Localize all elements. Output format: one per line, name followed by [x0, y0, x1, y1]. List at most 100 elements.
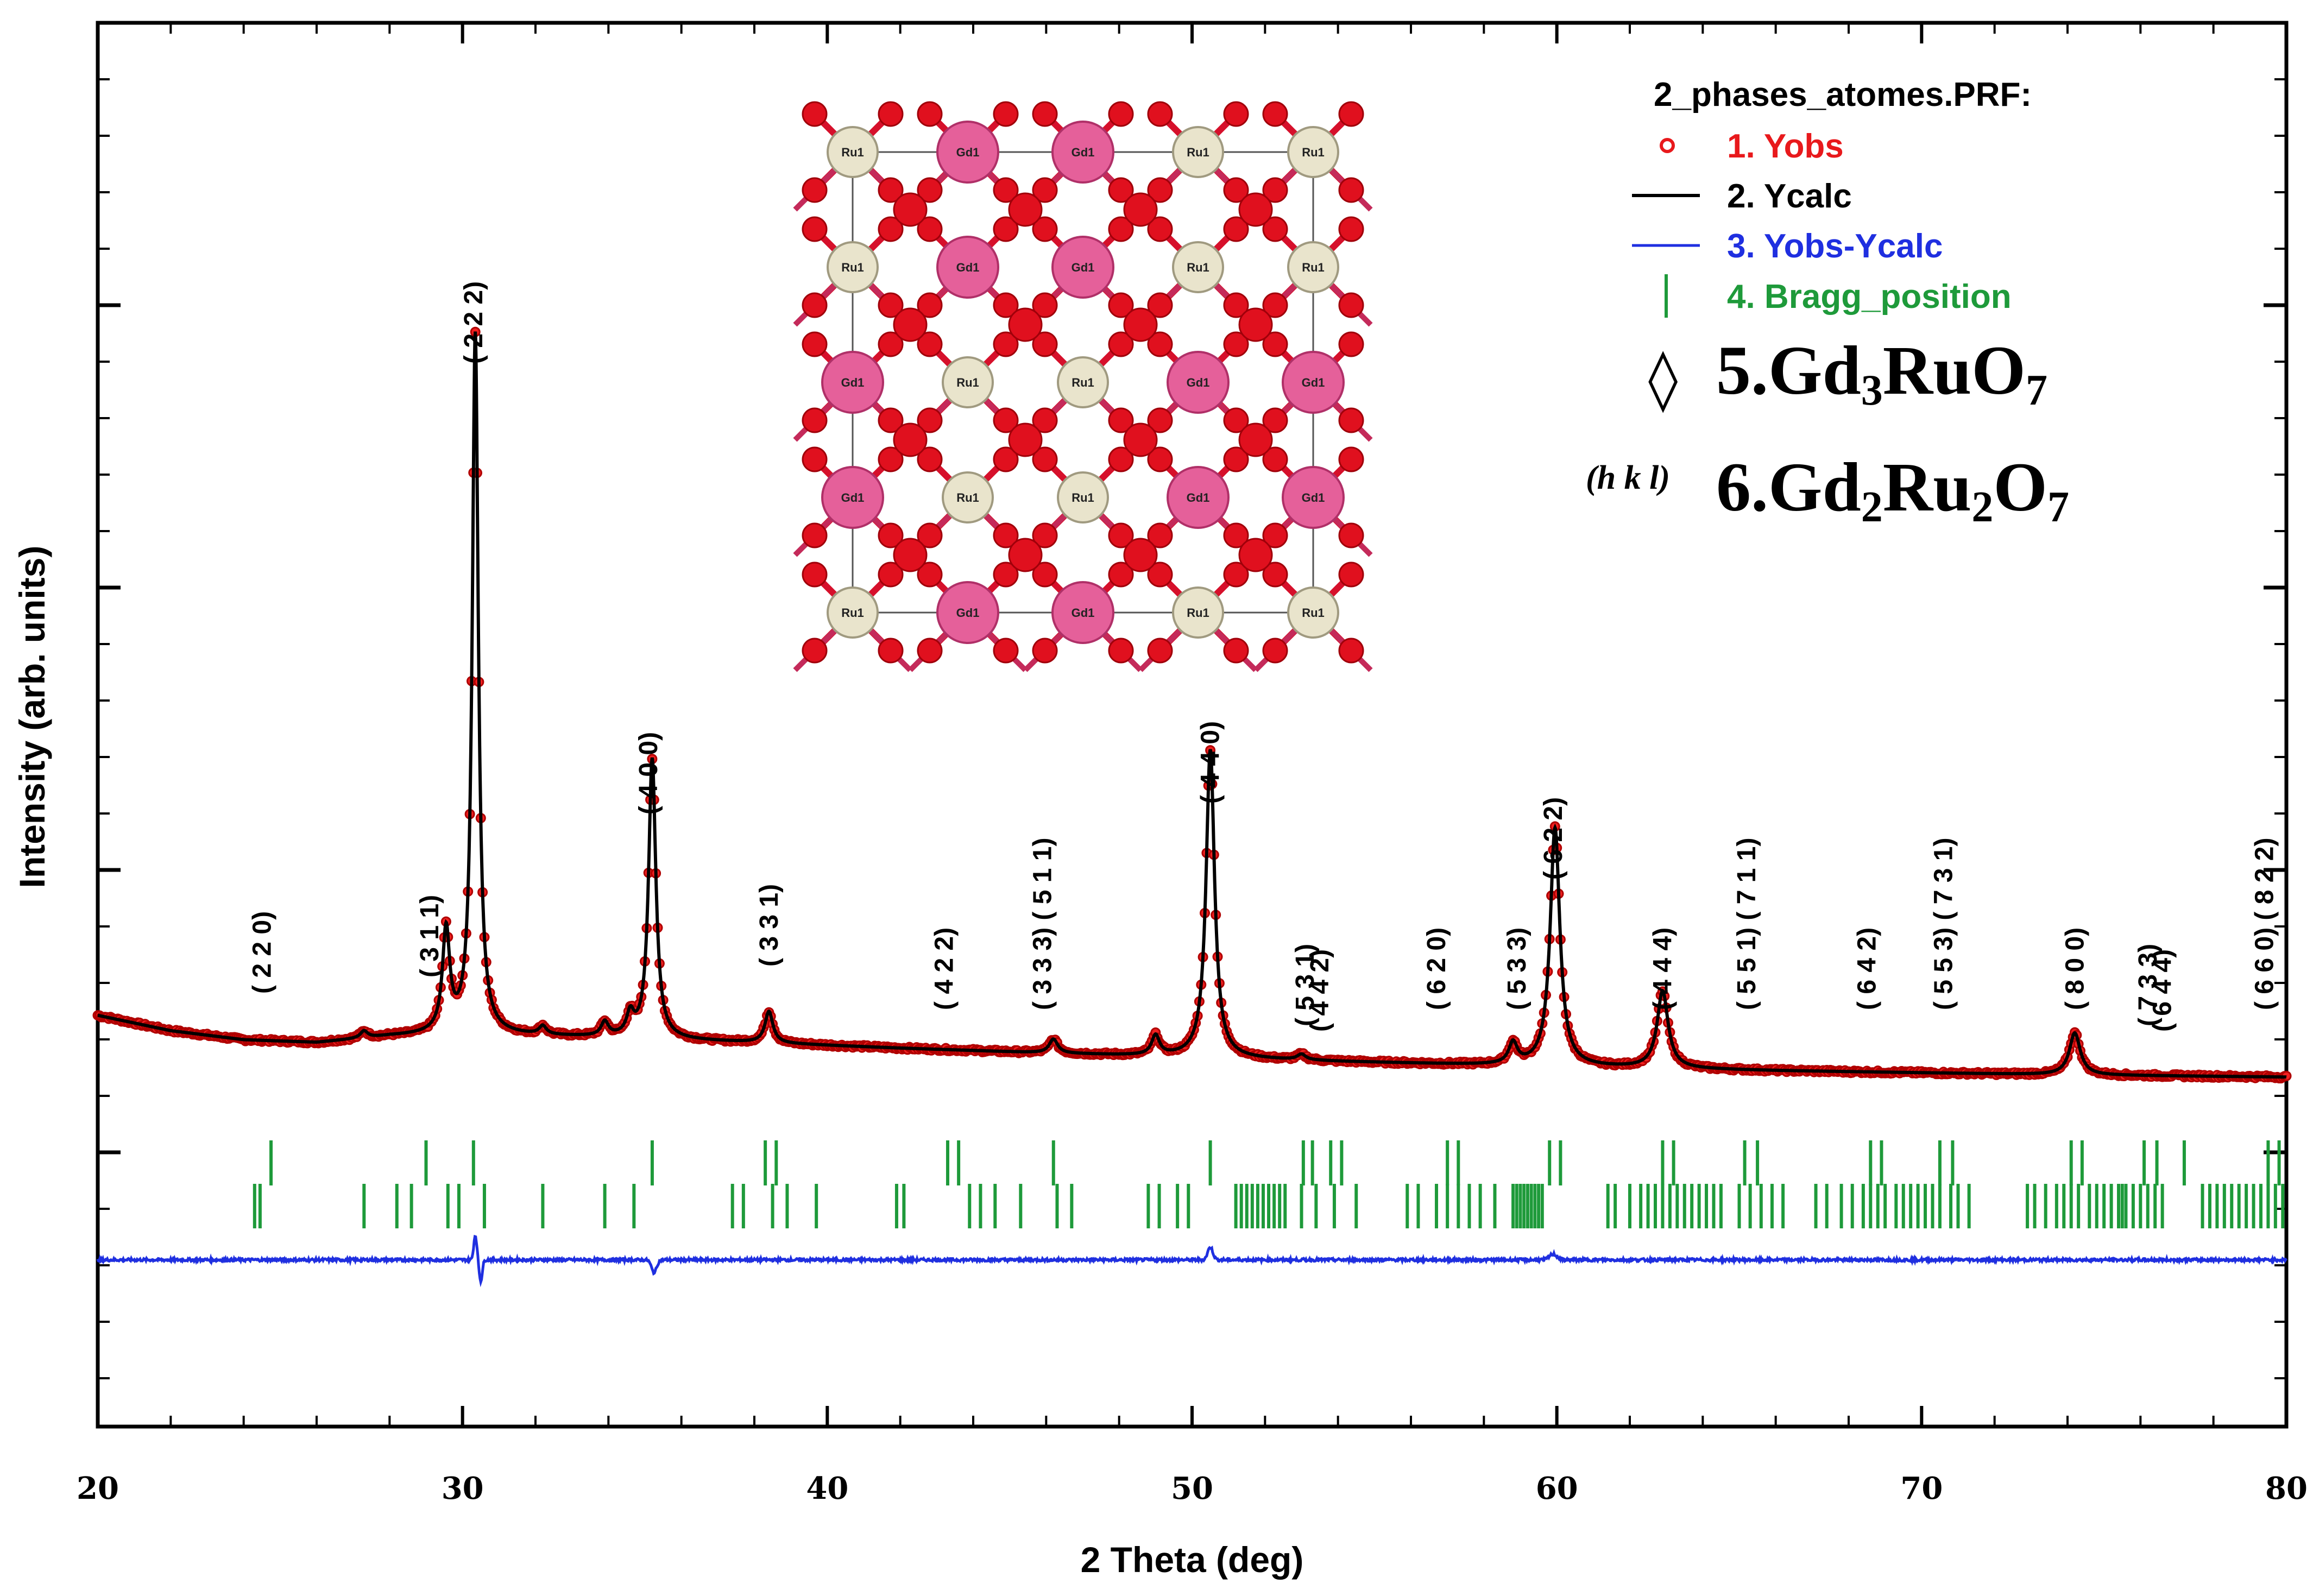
hkl-label: ( 8 0 0): [2060, 928, 2089, 1010]
legend-phase5-symbol: ◊: [1648, 344, 1678, 413]
hkl-label: ( 4 4 4): [1648, 928, 1677, 1010]
oxygen-atom: [1108, 638, 1134, 664]
oxygen-atom: [1008, 422, 1043, 457]
atom-label: Gd1: [1187, 376, 1210, 389]
atom-label: Ru1: [1302, 146, 1325, 159]
difference-curve: [96, 1234, 2287, 1288]
hkl-label: ( 4 2 2): [930, 928, 959, 1010]
oxygen-atom: [802, 562, 828, 588]
hkl-label: ( 6 6 0) ( 8 2 2): [2251, 838, 2279, 1010]
oxygen-atom: [1262, 101, 1288, 127]
oxygen-atom: [802, 331, 828, 357]
legend-yobs-label: 1. Yobs: [1727, 128, 1844, 165]
oxygen-atom: [802, 638, 828, 664]
oxygen-atom: [1223, 638, 1249, 664]
oxygen-atom: [1108, 101, 1134, 127]
atom-label: Gd1: [1302, 491, 1325, 504]
oxygen-atom: [1338, 101, 1364, 127]
atom-label: Gd1: [956, 261, 980, 274]
atom-label: Gd1: [1302, 376, 1325, 389]
atom-label: Ru1: [1072, 376, 1094, 389]
x-tick-label: 70: [1900, 1471, 1943, 1506]
legend-diff-label: 3. Yobs-Ycalc: [1727, 228, 1943, 265]
hkl-label: ( 3 3 3) ( 5 1 1): [1029, 838, 1057, 1010]
legend-bragg-label: 4. Bragg_position: [1727, 278, 2012, 316]
oxygen-atom: [802, 292, 828, 318]
oxygen-atom: [917, 101, 943, 127]
atom-label: Gd1: [1072, 261, 1095, 274]
oxygen-atom: [1338, 331, 1364, 357]
atom-label: Gd1: [1072, 606, 1095, 620]
hkl-label: ( 5 5 3) ( 7 3 1): [1930, 838, 1958, 1010]
hkl-label: ( 5 3 3): [1503, 928, 1532, 1010]
oxygen-atom: [1338, 522, 1364, 548]
oxygen-atom: [1032, 638, 1058, 664]
x-tick-label: 20: [77, 1471, 119, 1506]
hkl-label: ( 3 3 1): [755, 884, 784, 967]
oxygen-atom: [1238, 192, 1273, 227]
oxygen-atom: [1338, 562, 1364, 588]
oxygen-atom: [878, 638, 904, 664]
atom-label: Gd1: [841, 376, 865, 389]
oxygen-atom: [1032, 101, 1058, 127]
oxygen-atom: [802, 177, 828, 203]
atom-label: Ru1: [1187, 261, 1209, 274]
hkl-label: ( 4 4 2): [1306, 949, 1334, 1032]
hkl-label: ( 4 4 0): [1196, 721, 1225, 804]
oxygen-atom: [1338, 216, 1364, 242]
oxygen-atom: [893, 307, 928, 342]
atom-label: Ru1: [841, 261, 864, 274]
oxygen-atom: [1147, 638, 1173, 664]
x-tick-label: 40: [806, 1471, 848, 1506]
hkl-label: ( 6 4 4): [2148, 949, 2177, 1032]
hkl-label: ( 4 0 0): [634, 732, 663, 815]
oxygen-atom: [1123, 422, 1158, 457]
x-tick-label: 50: [1171, 1471, 1213, 1506]
atom-label: Ru1: [841, 606, 864, 620]
atom-label: Gd1: [841, 491, 865, 504]
atom-label: Gd1: [956, 606, 980, 620]
oxygen-atom: [878, 101, 904, 127]
oxygen-atom: [1123, 538, 1158, 572]
hkl-label: ( 6 4 2): [1853, 928, 1882, 1010]
atom-label: Ru1: [956, 376, 979, 389]
oxygen-atom: [802, 407, 828, 433]
oxygen-atom: [1338, 177, 1364, 203]
oxygen-atom: [1338, 292, 1364, 318]
legend-phase6-symbol: (h k l): [1586, 459, 1670, 496]
atom-label: Gd1: [1187, 491, 1210, 504]
oxygen-atom: [893, 538, 928, 572]
oxygen-atom: [802, 522, 828, 548]
hkl-label: ( 6 2 2): [1539, 797, 1568, 880]
atom-label: Ru1: [1187, 606, 1209, 620]
y-axis-title: Intensity (arb. units): [12, 546, 52, 888]
atom-label: Ru1: [841, 146, 864, 159]
atom-label: Ru1: [1187, 146, 1209, 159]
x-tick-label: 80: [2265, 1471, 2308, 1506]
oxygen-atom: [1338, 446, 1364, 472]
oxygen-atom: [1338, 638, 1364, 664]
hkl-label: ( 2 2 2): [459, 281, 488, 364]
oxygen-atom: [1238, 422, 1273, 457]
oxygen-atom: [1123, 192, 1158, 227]
atom-label: Ru1: [1302, 606, 1325, 620]
hkl-label: ( 5 5 1) ( 7 1 1): [1732, 838, 1761, 1010]
bragg-positions: [253, 1140, 2285, 1228]
oxygen-atom: [1338, 407, 1364, 433]
x-axis-title: 2 Theta (deg): [1081, 1540, 1304, 1580]
legend-ycalc-label: 2. Ycalc: [1727, 178, 1852, 215]
oxygen-atom: [1008, 192, 1043, 227]
oxygen-atom: [893, 422, 928, 457]
y-axis-ticks: [98, 78, 2286, 1379]
hkl-label: ( 6 2 0): [1422, 928, 1451, 1010]
oxygen-atom: [1238, 307, 1273, 342]
oxygen-atom: [1008, 538, 1043, 572]
atom-label: Gd1: [1072, 146, 1095, 159]
oxygen-atom: [802, 216, 828, 242]
x-tick-label: 30: [442, 1471, 484, 1506]
oxygen-atom: [1238, 538, 1273, 572]
oxygen-atom: [893, 192, 928, 227]
atom-label: Ru1: [956, 491, 979, 504]
hkl-label: ( 3 1 1): [415, 895, 444, 977]
